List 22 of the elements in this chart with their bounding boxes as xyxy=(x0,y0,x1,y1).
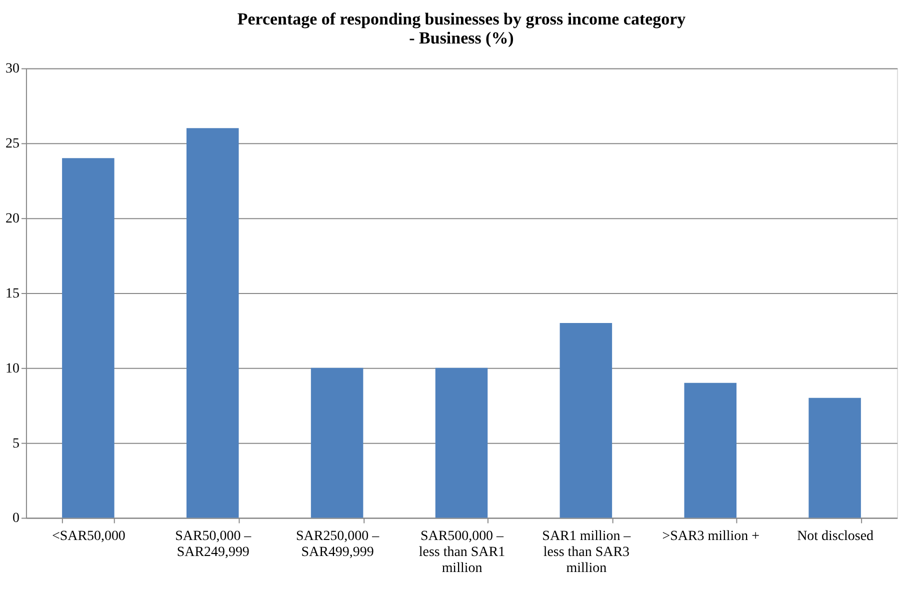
y-tick-label: 10 xyxy=(6,361,20,376)
bar xyxy=(808,398,861,518)
bar xyxy=(62,158,114,518)
y-tick-label: 15 xyxy=(6,286,20,302)
y-tick-label: 30 xyxy=(6,62,20,77)
y-tick-label: 25 xyxy=(6,136,20,152)
x-tick-label: Not disclosed xyxy=(797,529,874,544)
bar xyxy=(435,368,488,518)
bar xyxy=(684,382,736,518)
y-tick-label: 20 xyxy=(6,212,20,227)
bar xyxy=(186,128,239,518)
x-tick-label: SAR500,000 – less than SAR1 million xyxy=(418,529,506,576)
y-tick-label: 5 xyxy=(12,436,20,452)
x-tick-label: <SAR50,000 xyxy=(52,529,126,544)
bar xyxy=(310,368,364,518)
bar xyxy=(560,322,612,518)
x-tick-label: SAR1 million – less than SAR3 million xyxy=(542,529,632,576)
chart-title: Percentage of responding businesses by gross income category - Business (%) xyxy=(237,9,686,48)
x-tick-label: >SAR3 million + xyxy=(662,529,760,544)
x-tick-label: SAR250,000 – SAR499,999 xyxy=(296,529,380,560)
y-tick-label: 0 xyxy=(12,511,20,526)
x-tick-label: SAR50,000 – SAR249,999 xyxy=(175,529,252,560)
